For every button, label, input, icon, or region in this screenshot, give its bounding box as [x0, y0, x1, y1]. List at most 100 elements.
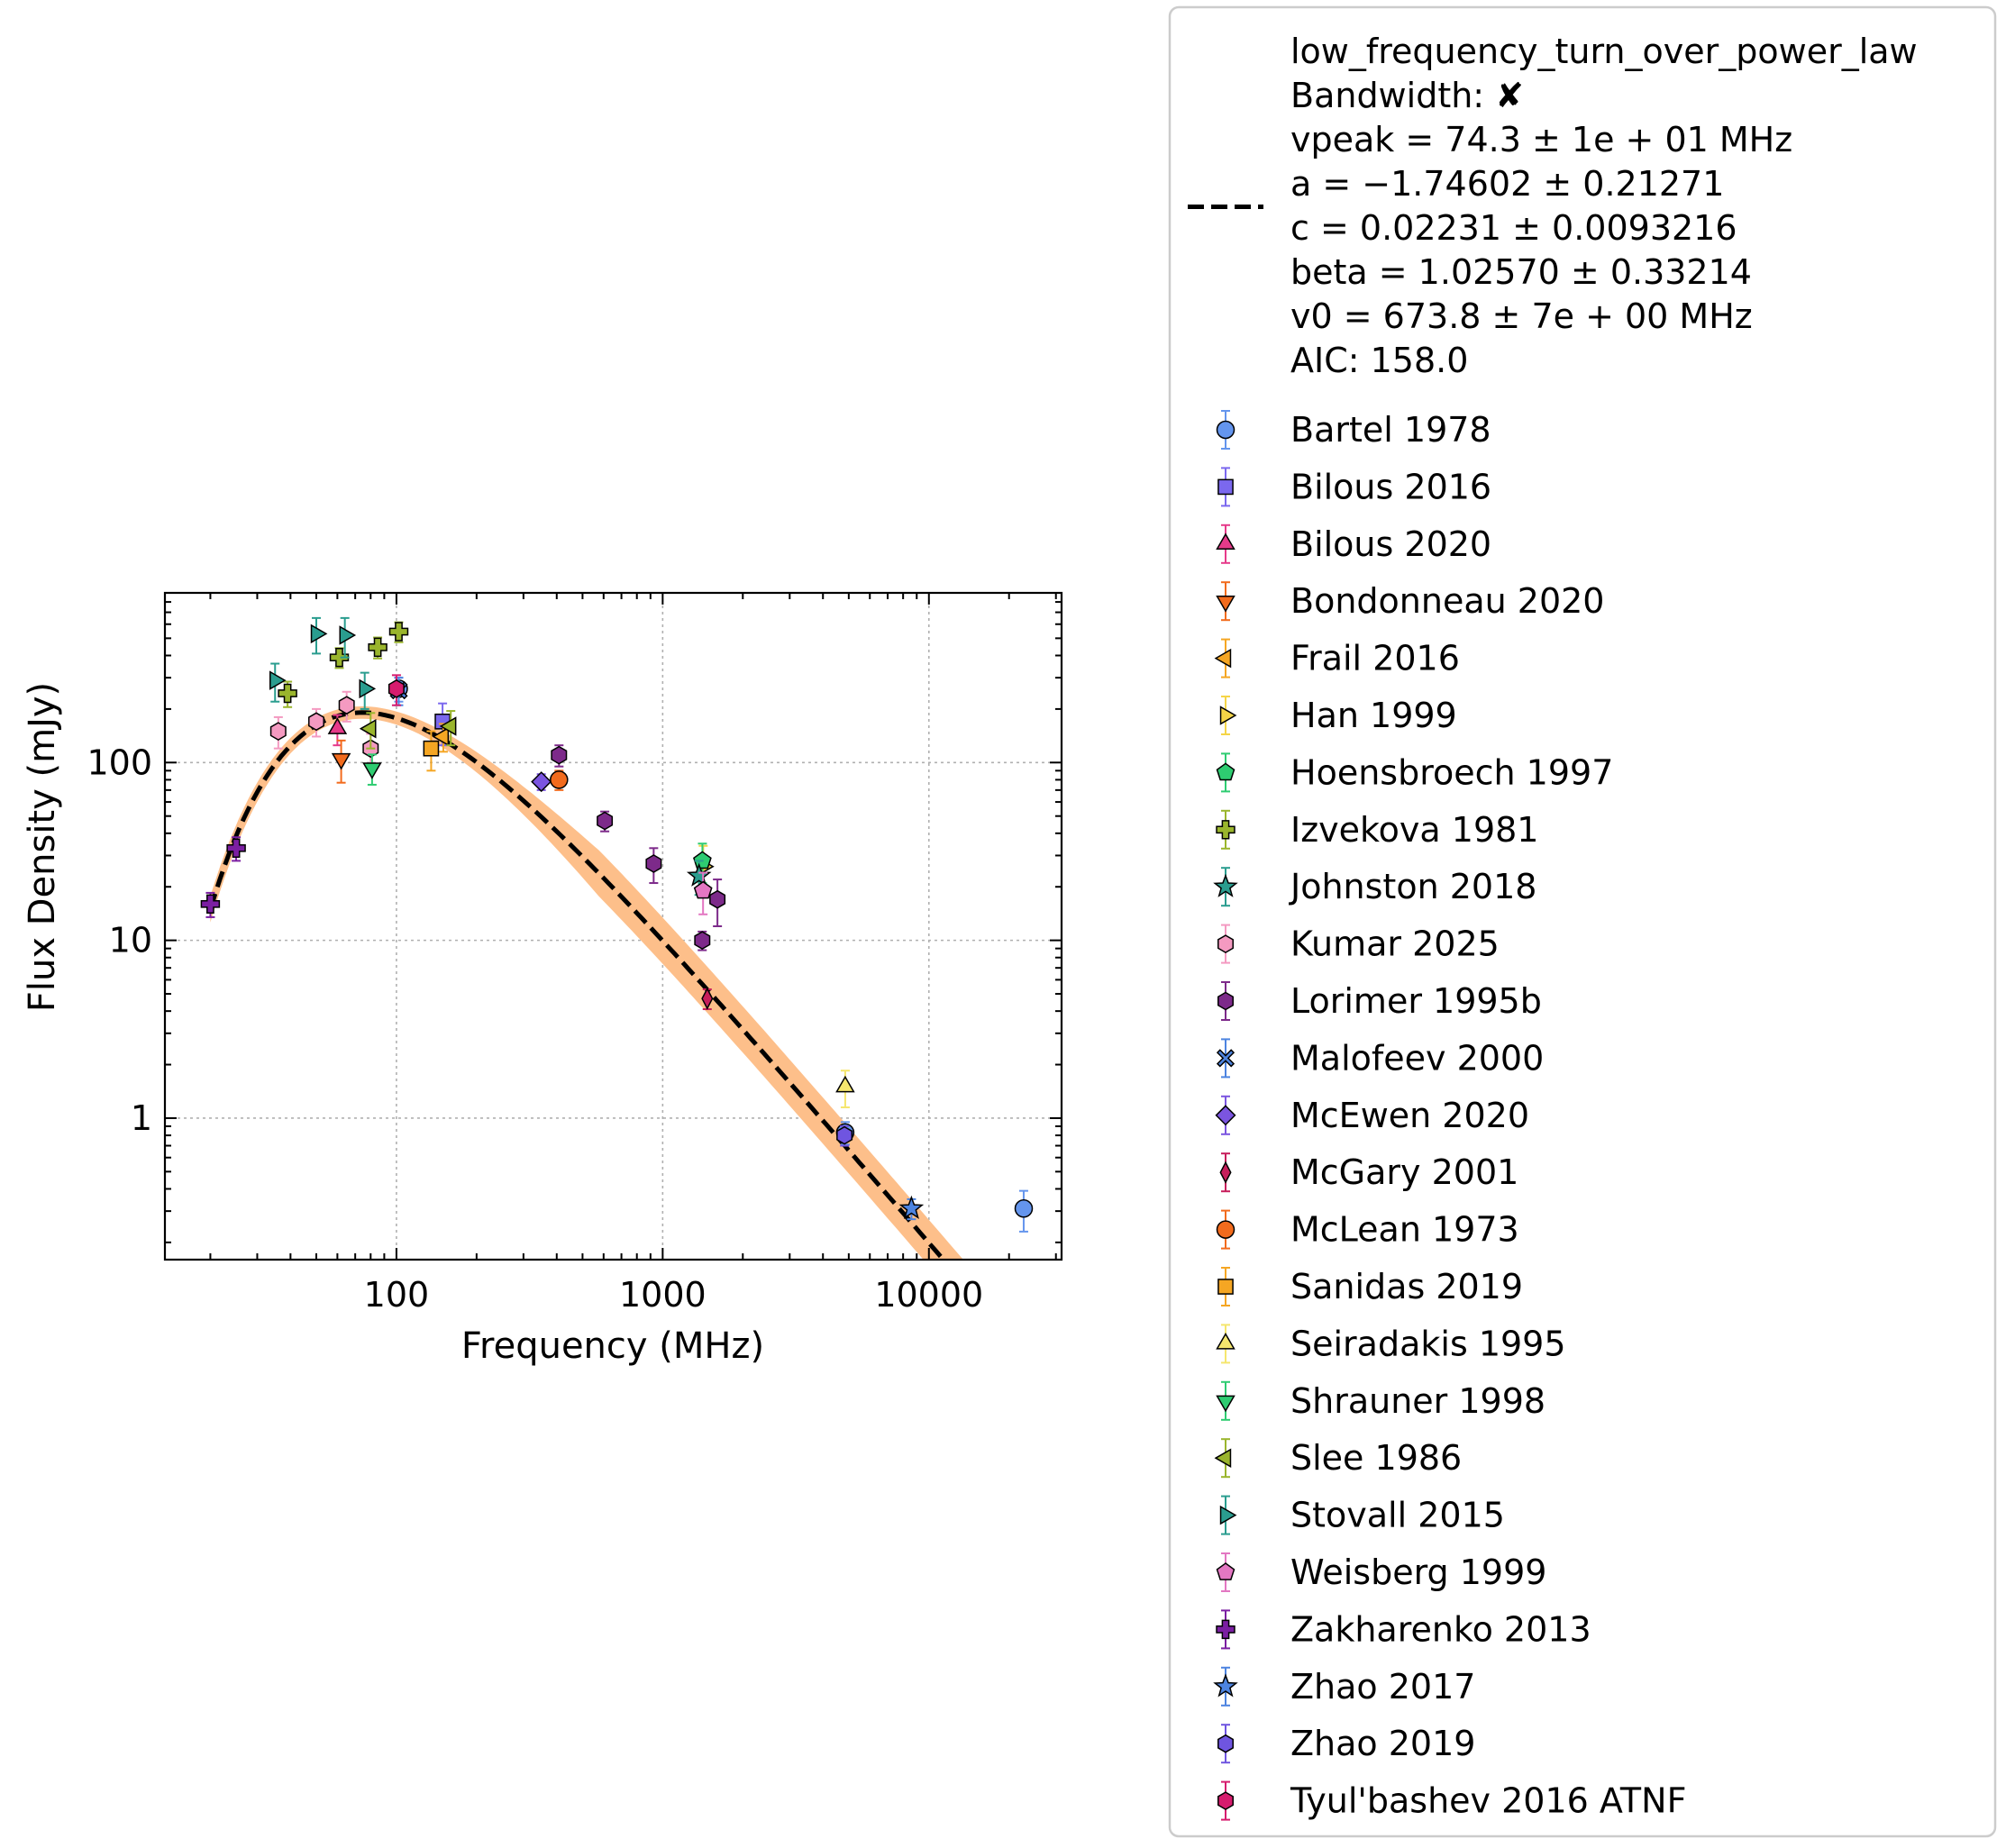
- x-tick-label: 1000: [619, 1275, 707, 1315]
- legend-entry-label: Bilous 2016: [1290, 467, 1491, 506]
- legend-marker: [1214, 648, 1232, 669]
- legend-fit-text: vpeak = 74.3 ± 1e + 01 MHz: [1290, 120, 1792, 159]
- data-point: [432, 726, 450, 747]
- legend-marker: [1219, 1161, 1232, 1184]
- legend-entry-label: Seiradakis 1995: [1290, 1324, 1566, 1363]
- data-point: [709, 889, 726, 909]
- legend-fit-text: a = −1.74602 ± 0.21271: [1290, 164, 1724, 204]
- y-tick-label: 10: [109, 921, 152, 960]
- y-axis-label: Flux Density (mJy): [22, 682, 63, 1012]
- series-24: [388, 674, 405, 706]
- tick-labels: 100 1000 10000 1 10 100: [87, 742, 983, 1315]
- legend-entry-label: Zhao 2019: [1290, 1724, 1475, 1763]
- data-point: [200, 894, 221, 915]
- data-points: [200, 616, 1034, 1233]
- legend-marker: [1213, 873, 1238, 897]
- data-point: [597, 811, 614, 831]
- fit-band-layer: [210, 706, 963, 1260]
- series-16: [835, 1070, 855, 1108]
- data-point: [694, 931, 711, 950]
- data-point: [439, 716, 457, 736]
- legend-entry-label: McLean 1973: [1290, 1210, 1519, 1250]
- legend-marker: [1217, 1791, 1234, 1810]
- series-21: [200, 836, 246, 918]
- series-15: [423, 730, 440, 772]
- data-point: [388, 679, 405, 698]
- data-point: [1014, 1199, 1034, 1218]
- legend: low_frequency_turn_over_power_law Bandwid…: [1168, 5, 1997, 1838]
- y-tick-label: 100: [87, 742, 152, 782]
- data-point: [278, 683, 297, 704]
- legend-marker: [1216, 595, 1235, 613]
- legend-fit-text: Bandwidth: ✘: [1290, 76, 1524, 115]
- legend-entry-label: Bondonneau 2020: [1290, 581, 1604, 621]
- legend-entry-label: Bartel 1978: [1290, 410, 1491, 450]
- data-point: [269, 722, 287, 741]
- legend-marker: [1217, 934, 1234, 953]
- data-point: [645, 854, 662, 873]
- data-point: [359, 718, 377, 739]
- data-point: [551, 745, 568, 765]
- data-point: [226, 838, 246, 859]
- legend-marker: [1216, 533, 1235, 551]
- series-22: [898, 1195, 925, 1221]
- data-point: [388, 622, 409, 642]
- data-point: [836, 1125, 853, 1145]
- series-3: [331, 739, 351, 784]
- data-point: [359, 678, 377, 699]
- legend-marker: [1216, 1562, 1235, 1580]
- data-point: [331, 752, 351, 770]
- data-point: [327, 717, 348, 734]
- legend-entry-label: Bilous 2020: [1290, 524, 1491, 564]
- legend-entry-label: Tyul'bashev 2016 ATNF: [1290, 1781, 1686, 1821]
- data-point: [898, 1195, 925, 1220]
- legend-entry-label: Izvekova 1981: [1290, 810, 1538, 850]
- data-point: [423, 740, 440, 757]
- data-point: [835, 1075, 855, 1093]
- legend-fit-text: beta = 1.02570 ± 0.33214: [1290, 252, 1752, 292]
- data-point: [368, 637, 388, 658]
- legend-marker: [1217, 1279, 1234, 1295]
- legend-marker: [1219, 706, 1237, 725]
- x-tick-label: 100: [364, 1275, 430, 1315]
- legend-marker: [1216, 762, 1235, 781]
- series-17: [362, 753, 382, 786]
- data-point: [550, 770, 569, 789]
- legend-marker: [1216, 1395, 1235, 1413]
- legend-entry-label: Shrauner 1998: [1290, 1381, 1545, 1421]
- data-point: [531, 771, 552, 793]
- x-axis-label: Frequency (MHz): [461, 1325, 764, 1367]
- fit-line: [208, 710, 947, 1260]
- series-13: [701, 987, 714, 1011]
- fit-line-layer: [208, 710, 947, 1260]
- legend-entry-label: Johnston 2018: [1289, 867, 1536, 906]
- y-tick-label: 1: [131, 1098, 152, 1138]
- legend-entry-label: Malofeev 2000: [1290, 1038, 1544, 1078]
- legend-fit-text: v0 = 673.8 ± 7e + 00 MHz: [1290, 296, 1753, 336]
- data-point: [329, 647, 350, 668]
- legend-marker: [1213, 1673, 1238, 1698]
- legend-fit-text: AIC: 158.0: [1290, 341, 1468, 380]
- series-18: [359, 710, 457, 750]
- legend-entry-label: Frail 2016: [1290, 639, 1460, 678]
- plot-frame: [163, 591, 1063, 1261]
- legend-entry-label: McGary 2001: [1290, 1152, 1518, 1192]
- legend-entry-label: Hoensbroech 1997: [1290, 752, 1613, 792]
- legend-entry-label: Weisberg 1999: [1290, 1552, 1546, 1592]
- grid: [165, 593, 1062, 1260]
- series-10: [551, 744, 726, 951]
- legend-box: [1168, 5, 1997, 1838]
- legend-entry-label: Zhao 2017: [1290, 1667, 1475, 1707]
- data-point: [269, 670, 287, 690]
- legend-fit-text: c = 0.02231 ± 0.0093216: [1290, 208, 1737, 248]
- data-point: [339, 625, 357, 645]
- series-9: [269, 690, 379, 768]
- legend-entry-label: Kumar 2025: [1290, 924, 1500, 964]
- legend-marker: [1217, 991, 1234, 1011]
- data-point: [693, 880, 713, 899]
- data-point: [310, 624, 328, 644]
- legend-marker: [1214, 1448, 1232, 1468]
- legend-entry-label: Stovall 2015: [1290, 1496, 1505, 1535]
- legend-marker: [1215, 1105, 1236, 1126]
